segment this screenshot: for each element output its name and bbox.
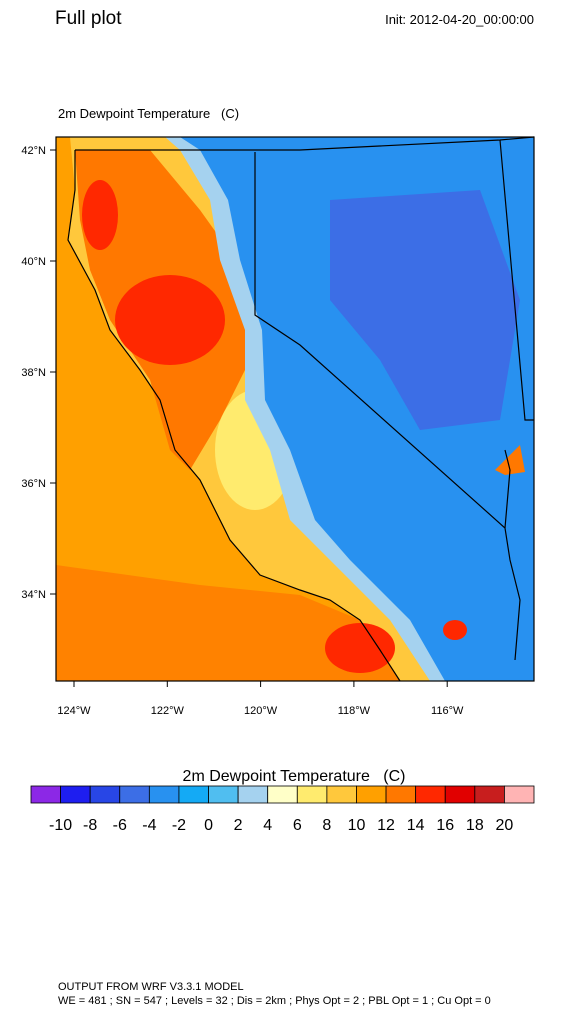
colorbar-box bbox=[385, 785, 417, 804]
init-time: Init: 2012-04-20_00:00:00 bbox=[385, 12, 534, 27]
colorbar-box bbox=[178, 785, 209, 804]
colorbar-box bbox=[415, 785, 446, 804]
colorbar-box bbox=[237, 785, 269, 804]
lon-label: 118°W bbox=[338, 705, 371, 717]
colorbar-label: 8 bbox=[322, 817, 331, 834]
lat-label: 42°N bbox=[21, 145, 46, 157]
lon-label: 120°W bbox=[244, 705, 278, 717]
colorbar-label: -6 bbox=[113, 817, 127, 834]
colorbar-label: 0 bbox=[204, 817, 213, 834]
colorbar-label: 4 bbox=[263, 817, 272, 834]
colorbar-box bbox=[30, 785, 61, 804]
colorbar-box bbox=[267, 785, 298, 804]
colorbar-label: 6 bbox=[293, 817, 302, 834]
lon-label: 124°W bbox=[57, 705, 91, 717]
colorbar-box bbox=[60, 785, 91, 804]
colorbar-box bbox=[356, 785, 387, 804]
lat-label: 40°N bbox=[21, 256, 46, 268]
colorbar-box bbox=[119, 785, 150, 804]
colorbar-box bbox=[148, 785, 180, 804]
footer-line: WE = 481 ; SN = 547 ; Levels = 32 ; Dis … bbox=[58, 995, 491, 1007]
lon-label: 116°W bbox=[431, 705, 464, 717]
footer-line: OUTPUT FROM WRF V3.3.1 MODEL bbox=[58, 981, 244, 993]
colorbar-box bbox=[296, 785, 328, 804]
colorbar: -10 -8 -6 -4 -2 0 2 4 6 8 10 12 14 16 18 20 bbox=[30, 785, 535, 834]
map bbox=[55, 136, 535, 682]
plot-title: 2m Dewpoint Temperature (C) bbox=[58, 106, 239, 121]
lat-labels: 42°N 40°N 38°N 36°N 34°N bbox=[21, 145, 56, 601]
colorbar-label: 16 bbox=[436, 817, 454, 834]
colorbar-box bbox=[326, 785, 357, 804]
colorbar-label: 14 bbox=[407, 817, 425, 834]
colorbar-label: 2 bbox=[234, 817, 243, 834]
lat-label: 38°N bbox=[21, 367, 46, 379]
colorbar-label: -8 bbox=[83, 817, 97, 834]
colorbar-label: -2 bbox=[172, 817, 186, 834]
lat-label: 34°N bbox=[21, 589, 46, 601]
colorbar-title: 2m Dewpoint Temperature (C) bbox=[183, 768, 406, 785]
page-title: Full plot bbox=[55, 8, 122, 29]
colorbar-box bbox=[474, 785, 505, 804]
colorbar-box bbox=[208, 785, 239, 804]
colorbar-box bbox=[444, 785, 476, 804]
lon-label: 122°W bbox=[151, 705, 185, 717]
colorbar-box bbox=[89, 785, 121, 804]
colorbar-label: 10 bbox=[348, 817, 366, 834]
colorbar-label: 12 bbox=[377, 817, 395, 834]
colorbar-label: 18 bbox=[466, 817, 484, 834]
colorbar-label: -10 bbox=[49, 817, 72, 834]
colorbar-label: 20 bbox=[496, 817, 514, 834]
lat-label: 36°N bbox=[21, 478, 46, 490]
colorbar-label: -4 bbox=[142, 817, 156, 834]
lon-labels: 124°W 122°W 120°W 118°W 116°W bbox=[57, 681, 464, 717]
colorbar-box bbox=[504, 785, 535, 804]
